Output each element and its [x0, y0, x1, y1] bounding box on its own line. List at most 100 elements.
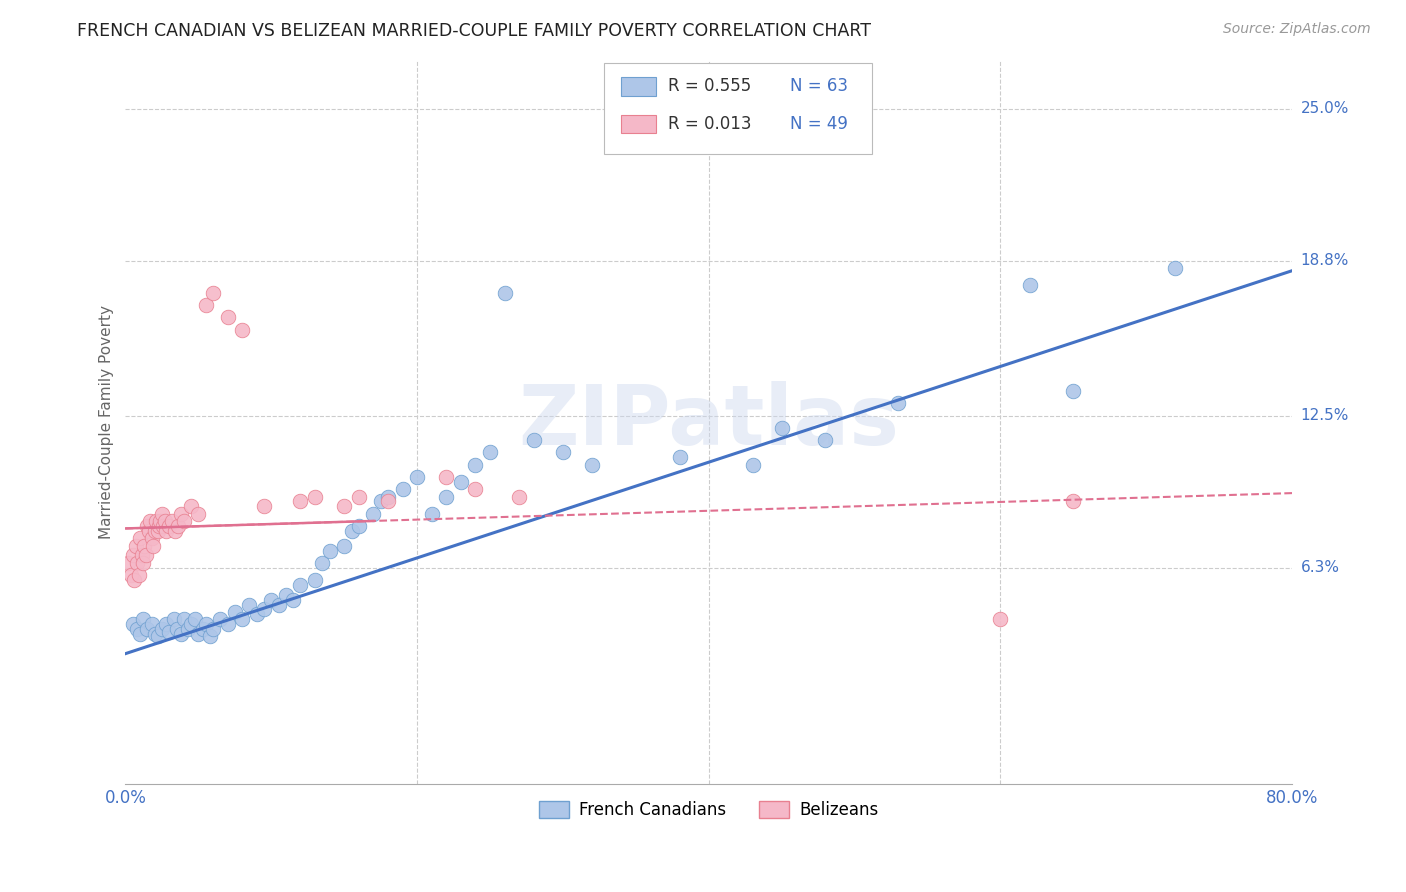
Belizeans: [1062, 494, 1084, 508]
French Canadians: [551, 445, 574, 459]
French Canadians: [363, 507, 385, 521]
Belizeans: [120, 568, 142, 582]
Text: 12.5%: 12.5%: [1301, 408, 1348, 423]
French Canadians: [224, 605, 246, 619]
Belizeans: [152, 519, 174, 533]
Belizeans: [142, 539, 165, 553]
French Canadians: [347, 519, 370, 533]
French Canadians: [209, 612, 232, 626]
French Canadians: [479, 445, 502, 459]
French Canadians: [274, 588, 297, 602]
French Canadians: [187, 627, 209, 641]
Text: N = 49: N = 49: [790, 115, 848, 133]
French Canadians: [141, 617, 163, 632]
French Canadians: [420, 507, 443, 521]
French Canadians: [1062, 384, 1084, 398]
French Canadians: [377, 490, 399, 504]
Text: 6.3%: 6.3%: [1301, 560, 1340, 575]
French Canadians: [434, 490, 457, 504]
French Canadians: [406, 470, 429, 484]
French Canadians: [146, 630, 169, 644]
French Canadians: [155, 617, 177, 632]
French Canadians: [523, 433, 546, 447]
Belizeans: [194, 298, 217, 312]
French Canadians: [260, 592, 283, 607]
French Canadians: [391, 482, 413, 496]
French Canadians: [143, 627, 166, 641]
French Canadians: [370, 494, 392, 508]
Text: R = 0.013: R = 0.013: [668, 115, 751, 133]
Belizeans: [132, 556, 155, 570]
Belizeans: [201, 285, 224, 300]
French Canadians: [741, 458, 763, 472]
French Canadians: [231, 612, 253, 626]
Belizeans: [990, 612, 1012, 626]
Belizeans: [150, 507, 173, 521]
Belizeans: [131, 549, 153, 563]
French Canadians: [814, 433, 837, 447]
Belizeans: [434, 470, 457, 484]
Belizeans: [136, 519, 159, 533]
French Canadians: [887, 396, 910, 410]
Text: N = 63: N = 63: [790, 78, 848, 95]
Y-axis label: Married-Couple Family Poverty: Married-Couple Family Poverty: [100, 305, 114, 539]
French Canadians: [770, 421, 793, 435]
French Canadians: [157, 624, 180, 639]
French Canadians: [290, 578, 312, 592]
French Canadians: [267, 598, 290, 612]
Belizeans: [122, 573, 145, 587]
Belizeans: [377, 494, 399, 508]
Belizeans: [347, 490, 370, 504]
French Canadians: [129, 627, 152, 641]
Legend: French Canadians, Belizeans: French Canadians, Belizeans: [533, 795, 886, 826]
Belizeans: [139, 514, 162, 528]
French Canadians: [283, 592, 305, 607]
French Canadians: [494, 285, 516, 300]
Belizeans: [217, 310, 239, 325]
Bar: [621, 115, 657, 134]
French Canadians: [311, 556, 333, 570]
French Canadians: [246, 607, 269, 622]
French Canadians: [304, 573, 326, 587]
French Canadians: [201, 622, 224, 636]
French Canadians: [253, 602, 276, 616]
Belizeans: [304, 490, 326, 504]
Text: 18.8%: 18.8%: [1301, 253, 1348, 268]
Belizeans: [149, 514, 172, 528]
Belizeans: [173, 514, 195, 528]
French Canadians: [180, 617, 202, 632]
Text: R = 0.555: R = 0.555: [668, 78, 751, 95]
Belizeans: [170, 507, 193, 521]
Belizeans: [333, 500, 356, 514]
Belizeans: [165, 524, 187, 538]
French Canadians: [136, 622, 159, 636]
Belizeans: [167, 519, 190, 533]
French Canadians: [162, 612, 184, 626]
Text: ZIPatlas: ZIPatlas: [519, 381, 900, 462]
Belizeans: [157, 519, 180, 533]
Belizeans: [121, 549, 143, 563]
Belizeans: [146, 524, 169, 538]
Text: 25.0%: 25.0%: [1301, 101, 1348, 116]
Belizeans: [129, 531, 152, 545]
Belizeans: [135, 549, 157, 563]
Belizeans: [253, 500, 276, 514]
Belizeans: [231, 323, 253, 337]
Belizeans: [148, 519, 170, 533]
French Canadians: [450, 475, 472, 489]
Belizeans: [134, 539, 156, 553]
Text: FRENCH CANADIAN VS BELIZEAN MARRIED-COUPLE FAMILY POVERTY CORRELATION CHART: FRENCH CANADIAN VS BELIZEAN MARRIED-COUP…: [77, 22, 872, 40]
French Canadians: [132, 612, 155, 626]
French Canadians: [194, 617, 217, 632]
French Canadians: [581, 458, 603, 472]
French Canadians: [318, 543, 340, 558]
Bar: [621, 77, 657, 95]
FancyBboxPatch shape: [603, 63, 872, 153]
French Canadians: [217, 617, 239, 632]
French Canadians: [177, 622, 200, 636]
Belizeans: [138, 524, 160, 538]
Belizeans: [508, 490, 530, 504]
Belizeans: [155, 524, 177, 538]
Belizeans: [128, 568, 150, 582]
Belizeans: [180, 500, 202, 514]
